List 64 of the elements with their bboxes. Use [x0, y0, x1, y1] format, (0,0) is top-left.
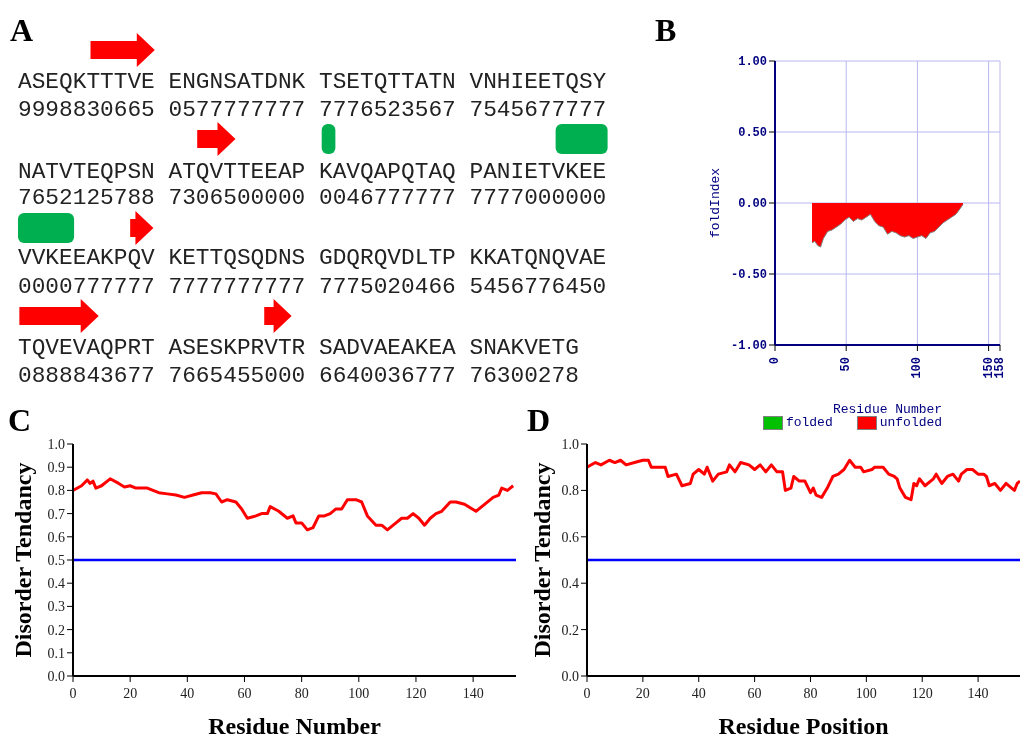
x-tick-label: 0: [583, 686, 591, 701]
y-tick-label: 0.5: [47, 552, 65, 568]
line-series: [73, 477, 515, 532]
y-tick-label: 0.0: [561, 668, 579, 684]
x-axis-title: Residue Number: [208, 713, 382, 734]
text: NATVTEQPSN ATQVTTEEAP KAVQAPQTAQ PANIETVKEE: [18, 159, 607, 185]
y-tick-label: 0.1: [47, 645, 65, 661]
x-tick-label: 120: [911, 686, 933, 701]
text: 0000777777 7777777777 7775020466 5456776450: [18, 274, 607, 300]
x-tick-label: 60: [747, 686, 762, 701]
text: TQVEVAQPRT ASESKPRVTR SADVAEAKEA SNAKVETG: [18, 335, 579, 361]
text: VVKEEAKPQV KETTQSQDNS GDQRQVDLTP KKATQNQVAE: [18, 245, 607, 271]
x-tick-label: 40: [180, 686, 195, 701]
legend-label: folded: [784, 415, 833, 430]
y-tick-label: 0.2: [47, 622, 65, 638]
y-tick-label: 0.4: [561, 576, 579, 592]
y-tick-label: -0.50: [730, 268, 767, 283]
text: 9998830665 0577777777 7776523567 7545677777: [18, 97, 607, 123]
text: 0888843677 7665455000 6640036777 76300278: [18, 363, 579, 389]
y-tick-label: 0.3: [47, 599, 65, 615]
x-axis-title: Residue Position: [718, 713, 889, 734]
y-axis-title: foldIndex: [707, 167, 723, 239]
chart-title: B: [655, 12, 677, 49]
y-axis-title: Disorder Tendancy: [10, 462, 36, 658]
y-tick-label: 0.00: [738, 197, 767, 212]
y-tick-label: 0.50: [738, 126, 767, 141]
x-tick-label: 0: [69, 686, 77, 701]
chart-title: C: [8, 402, 32, 439]
x-tick-label: 50: [839, 357, 854, 372]
x-axis-title: Residue Number: [832, 402, 943, 417]
y-tick-label: 1.0: [47, 436, 65, 452]
x-tick-label: 100: [855, 686, 877, 701]
x-tick-label: 20: [123, 686, 138, 701]
y-tick-label: 0.2: [561, 622, 579, 638]
x-tick-label: 158: [993, 357, 1007, 379]
text: ASEQKTTTVE ENGNSATDNK TSETQTTATN VNHIEETQSY: [18, 69, 607, 95]
y-tick-label: 1.0: [561, 436, 579, 452]
y-tick-label: 0.4: [47, 576, 65, 592]
y-tick-label: 0.6: [561, 529, 579, 545]
y-tick-label: 0.0: [47, 668, 65, 684]
legend-label: unfolded: [878, 415, 943, 430]
y-tick-label: 1.00: [738, 55, 767, 70]
text: A: [10, 12, 34, 49]
y-tick-label: 0.9: [47, 460, 65, 476]
y-axis-title: Disorder Tendancy: [529, 462, 555, 658]
y-tick-label: 0.8: [47, 483, 65, 499]
x-tick-label: 140: [967, 686, 989, 701]
x-tick-label: 80: [294, 686, 309, 701]
x-tick-label: 140: [462, 686, 484, 701]
y-tick-label: 0.7: [47, 506, 65, 522]
x-tick-label: 0: [768, 357, 782, 365]
chart-title: D: [527, 402, 551, 439]
y-tick-label: -1.00: [730, 339, 767, 354]
x-tick-label: 60: [237, 686, 252, 701]
x-tick-label: 100: [910, 357, 925, 379]
x-tick-label: 40: [691, 686, 706, 701]
x-tick-label: 20: [635, 686, 650, 701]
y-tick-label: 0.6: [47, 529, 65, 545]
y-tick-label: 0.8: [561, 483, 579, 499]
text: 7652125788 7306500000 0046777777 7777000000: [18, 185, 607, 211]
x-tick-label: 120: [405, 686, 427, 701]
x-tick-label: 100: [348, 686, 370, 701]
x-tick-label: 80: [803, 686, 818, 701]
line-series: [587, 458, 1020, 502]
